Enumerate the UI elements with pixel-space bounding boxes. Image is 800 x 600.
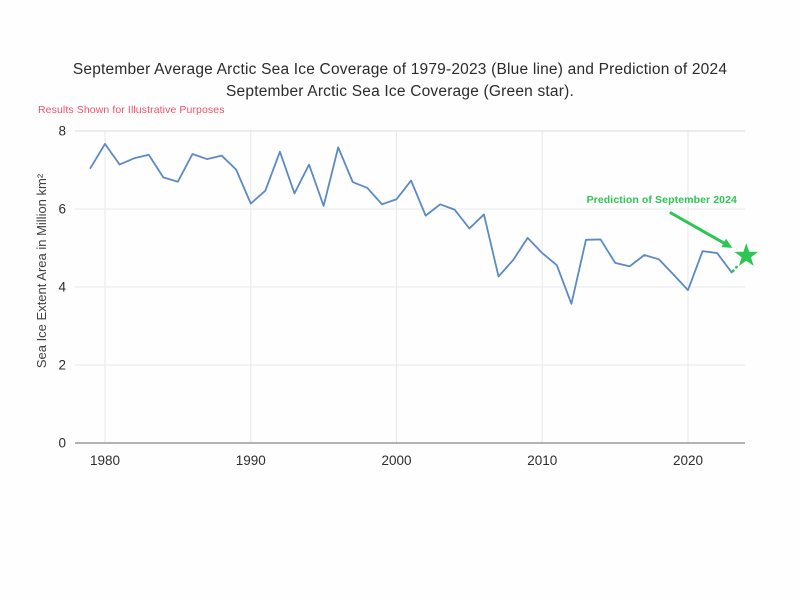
chart-title-line1: September Average Arctic Sea Ice Coverag… bbox=[72, 61, 728, 78]
y-tick-label-6: 6 bbox=[58, 202, 66, 217]
y-tick-label-0: 0 bbox=[58, 436, 66, 451]
y-tick-label-8: 8 bbox=[58, 124, 66, 139]
prediction-arrow-head bbox=[721, 238, 733, 248]
x-tick-label-2020: 2020 bbox=[673, 453, 703, 468]
prediction-dotted-connector bbox=[731, 264, 739, 273]
sea-ice-series-line bbox=[89, 142, 733, 305]
chart-title-line2: September Arctic Sea Ice Coverage (Green… bbox=[226, 82, 574, 100]
prediction-arrow-shaft bbox=[669, 211, 726, 245]
x-tick-label-1980: 1980 bbox=[90, 453, 120, 468]
x-tick-label-2000: 2000 bbox=[381, 453, 411, 468]
disclaimer-note: Results Shown for Illustrative Purposes bbox=[38, 104, 225, 116]
y-axis-title: Sea Ice Extent Area in Million km² bbox=[34, 173, 49, 368]
y-tick-label-4: 4 bbox=[58, 280, 66, 295]
x-tick-label-1990: 1990 bbox=[236, 453, 266, 468]
prediction-annotation-label: Prediction of September 2024 bbox=[586, 194, 737, 206]
chart-title: September Average Arctic Sea Ice Coverag… bbox=[0, 59, 800, 102]
prediction-star-icon bbox=[734, 243, 759, 266]
x-tick-label-2010: 2010 bbox=[527, 453, 557, 468]
y-tick-label-2: 2 bbox=[58, 358, 66, 373]
